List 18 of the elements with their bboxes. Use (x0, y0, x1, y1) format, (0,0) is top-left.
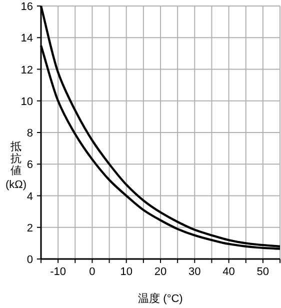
x-tick-label: 20 (154, 266, 167, 278)
y-tick-label: 8 (26, 128, 33, 140)
x-tick-label: 50 (256, 266, 270, 278)
x-tick-label: 40 (222, 266, 235, 278)
y-tick-label: 12 (20, 64, 33, 76)
x-tick-label: 30 (188, 266, 201, 278)
y-axis-title: 抵抗値 (kΩ) (5, 141, 27, 191)
y-tick-label: 0 (26, 254, 33, 266)
y-tick-label: 16 (20, 1, 33, 13)
y-tick-label: 10 (20, 96, 33, 108)
x-axis-title: 温度 (°C) (138, 292, 183, 305)
x-tick-label: 0 (89, 266, 96, 278)
x-tick-label: -10 (50, 266, 66, 278)
y-tick-label: 4 (26, 190, 33, 203)
y-tick-label: 14 (20, 32, 33, 45)
x-tick-label: 10 (120, 266, 132, 278)
y-tick-label: 6 (26, 159, 33, 172)
y-tick-label: 2 (26, 222, 33, 234)
